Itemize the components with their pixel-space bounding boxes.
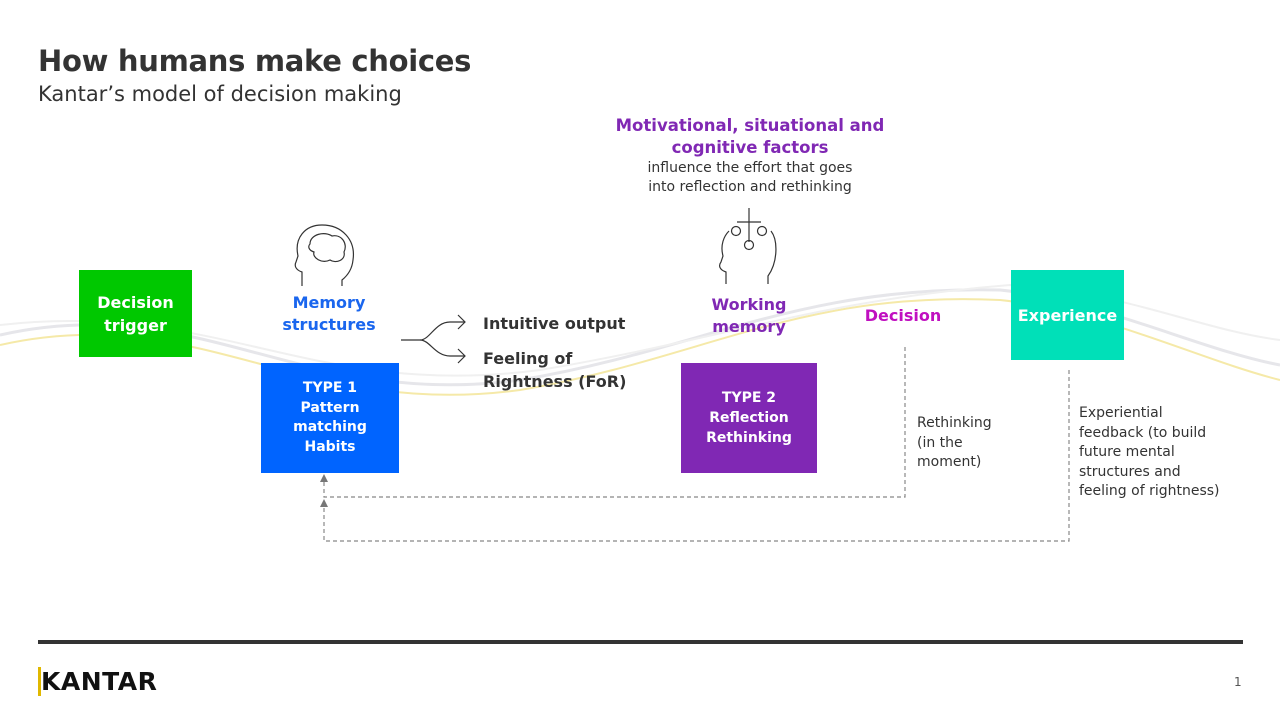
thinking-head-icon: [719, 208, 777, 284]
experiential-feedback-note: Experiential feedback (to build future m…: [1079, 405, 1220, 499]
type1-box: TYPE 1 Pattern matching Habits: [261, 363, 399, 473]
experience-box: Experience: [1011, 270, 1124, 360]
feedback-arrowhead: [320, 474, 328, 482]
feedback-lines: [323, 347, 1070, 542]
brain-head-icon: [294, 224, 354, 286]
decision-label: Decision: [864, 306, 942, 325]
page-number: 1: [1234, 675, 1242, 689]
factors-heading: Motivational, situational and cognitive …: [615, 116, 885, 157]
kantar-logo: KANTAR: [38, 667, 158, 696]
type2-box: TYPE 2 Reflection Rethinking: [681, 363, 817, 473]
working-memory-label: Working memory: [711, 295, 787, 336]
page-subtitle: Kantar’s model of decision making: [38, 82, 402, 106]
feeling-of-rightness-label: Feeling of Rightness (FoR): [483, 349, 627, 391]
intuitive-output-label: Intuitive output: [483, 314, 626, 333]
feedback-arrowhead: [320, 499, 328, 507]
rethinking-note: Rethinking (in the moment): [917, 415, 992, 470]
decision-trigger-box: Decision trigger: [79, 270, 192, 357]
split-arrow: [401, 314, 466, 364]
memory-structures-label: Memory structures: [282, 293, 376, 334]
factors-description: influence the effort that goes into refl…: [647, 160, 853, 195]
page-title: How humans make choices: [38, 44, 472, 78]
footer-divider: [38, 640, 1243, 644]
logo-text: KANTAR: [38, 667, 158, 696]
